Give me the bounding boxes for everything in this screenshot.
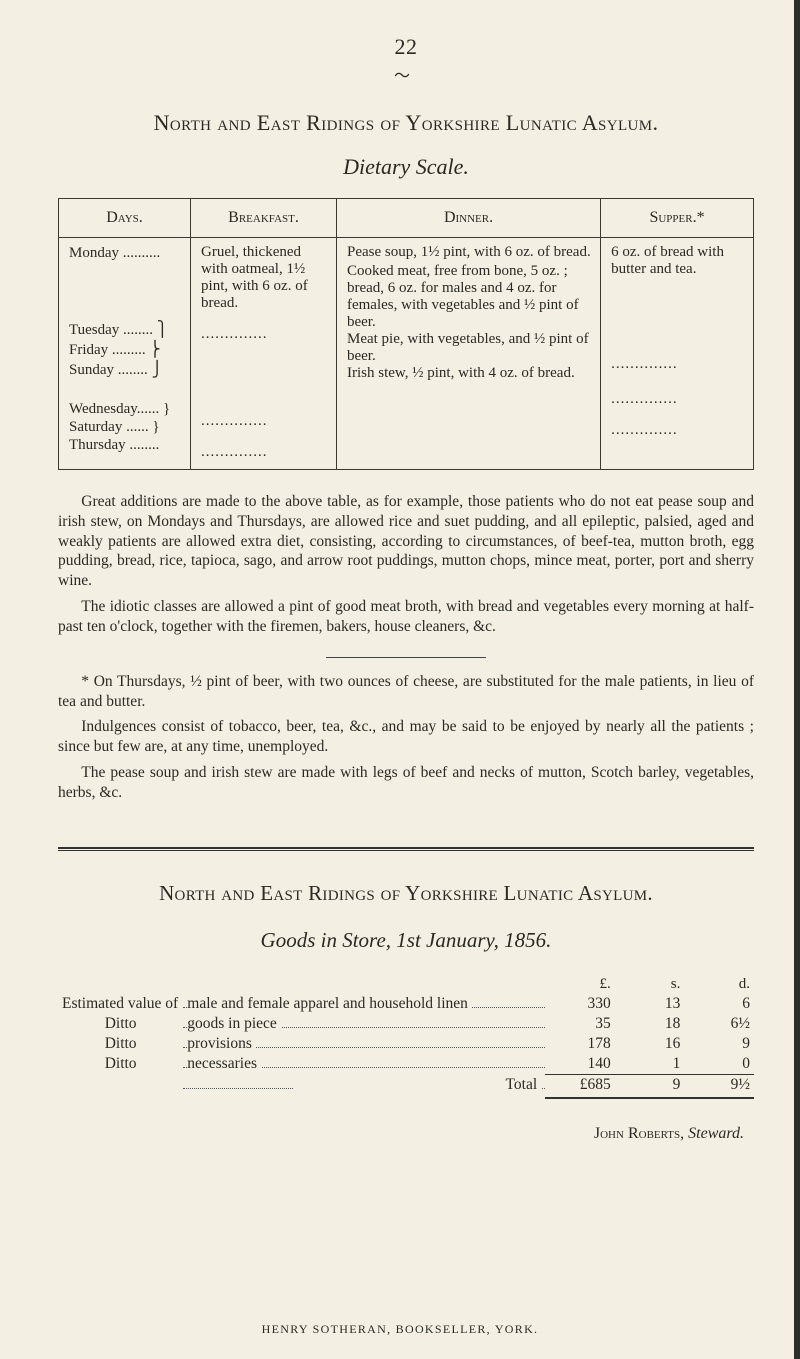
total-d: 9½: [684, 1074, 754, 1095]
goods-label: Ditto: [58, 1034, 183, 1054]
goods-desc: male and female apparel and household li…: [187, 995, 472, 1012]
goods-d: 6: [684, 994, 754, 1014]
steward-name: John Roberts,: [594, 1125, 684, 1142]
day-monday: Monday ..........: [69, 245, 182, 262]
goods-s: 13: [615, 994, 685, 1014]
goods-d: 6½: [684, 1014, 754, 1034]
dinner-monday: Pease soup, 1½ pint, with 6 oz. of bread…: [347, 244, 592, 261]
footnote-3: The pease soup and irish stew are made w…: [58, 763, 754, 803]
goods-desc: provisions: [187, 1035, 256, 1052]
goods-d: 0: [684, 1054, 754, 1075]
scanned-page: 22 ～ North and East Ridings of Yorkshire…: [0, 0, 800, 1359]
goods-d: 9: [684, 1034, 754, 1054]
total-s: 9: [615, 1074, 685, 1095]
main-title: North and East Ridings of Yorkshire Luna…: [58, 110, 754, 136]
day-tuesday: Tuesday ........ ⎫: [69, 320, 182, 339]
goods-table: £. s. d. Estimated value of male and fem…: [58, 975, 754, 1099]
total-l: £685: [545, 1074, 615, 1095]
page-edge-shadow: [794, 0, 800, 1359]
steward-signature: John Roberts, Steward.: [58, 1125, 744, 1143]
explanatory-paragraph-1b: The idiotic classes are allowed a pint o…: [58, 597, 754, 637]
goods-s: 16: [615, 1034, 685, 1054]
goods-total-rule: [58, 1095, 754, 1098]
supper-text: 6 oz. of bread with butter and tea.: [611, 244, 745, 278]
goods-l: 140: [545, 1054, 615, 1075]
dietary-table: Days. Breakfast. Dinner. Supper.* Monday…: [58, 198, 754, 470]
supper-dots: ..............: [611, 391, 745, 408]
goods-total-row: Total £685 9 9½: [58, 1074, 754, 1095]
day-friday: Friday ......... ⎬: [69, 340, 182, 359]
goods-l: 35: [545, 1014, 615, 1034]
divider: [326, 657, 486, 658]
col-shillings: s.: [615, 975, 685, 994]
goods-label: Estimated value of: [58, 994, 183, 1014]
goods-label: Ditto: [58, 1054, 183, 1075]
breakfast-dots: ..............: [201, 413, 328, 430]
goods-row: Estimated value of male and female appar…: [58, 994, 754, 1014]
col-pence: d.: [684, 975, 754, 994]
supper-dots: ..............: [611, 422, 745, 439]
section-2-title: North and East Ridings of Yorkshire Luna…: [58, 881, 754, 906]
col-supper: Supper.*: [601, 199, 754, 238]
footnote-2: Indulgences consist of tobacco, beer, te…: [58, 717, 754, 757]
goods-desc: goods in piece: [187, 1015, 281, 1032]
double-rule: [58, 850, 754, 851]
goods-s: 18: [615, 1014, 685, 1034]
col-breakfast: Breakfast.: [191, 199, 337, 238]
day-saturday: Saturday ...... }: [69, 419, 182, 436]
dinner-thursday: Irish stew, ½ pint, with 4 oz. of bread.: [347, 365, 592, 382]
breakfast-monday: Gruel, thicken­ed with oatmeal, 1½ pint,…: [201, 244, 328, 312]
day-sunday: Sunday ........ ⎭: [69, 360, 182, 379]
table-header-row: Days. Breakfast. Dinner. Supper.*: [59, 199, 754, 238]
footnote-1: * On Thursdays, ½ pint of beer, with two…: [58, 672, 754, 712]
day-thursday: Thursday ........: [69, 437, 182, 454]
breakfast-dots: ..............: [201, 444, 328, 461]
day-wednesday: Wednesday...... }: [69, 401, 182, 418]
goods-header-row: £. s. d.: [58, 975, 754, 994]
supper-dots: ..............: [611, 356, 745, 373]
goods-s: 1: [615, 1054, 685, 1075]
dinner-ws: Meat pie, with vegetables, and ½ pint of…: [347, 331, 592, 365]
goods-desc: necessaries: [187, 1055, 261, 1072]
page-number-underline: ～: [394, 62, 418, 86]
col-dinner: Dinner.: [336, 199, 600, 238]
goods-row: Ditto necessaries 140 1 0: [58, 1054, 754, 1075]
goods-in-store-title: Goods in Store, 1st January, 1856.: [58, 928, 754, 953]
col-days: Days.: [59, 199, 191, 238]
steward-role: Steward.: [688, 1125, 744, 1142]
dietary-scale-heading: Dietary Scale.: [58, 154, 754, 180]
col-pounds: £.: [545, 975, 615, 994]
dinner-tfs: Cooked meat, free from bone, 5 oz. ; bre…: [347, 263, 592, 331]
double-rule: [58, 847, 754, 849]
goods-l: 330: [545, 994, 615, 1014]
goods-label: Ditto: [58, 1014, 183, 1034]
explanatory-paragraph-1: Great additions are made to the above ta…: [58, 492, 754, 591]
goods-l: 178: [545, 1034, 615, 1054]
page-number: 22: [58, 34, 754, 60]
printer-imprint: HENRY SOTHERAN, BOOKSELLER, YORK.: [0, 1322, 800, 1337]
goods-row: Ditto goods in piece 35 18 6½: [58, 1014, 754, 1034]
breakfast-dots: ..............: [201, 326, 328, 343]
total-label: Total: [293, 1076, 541, 1093]
goods-row: Ditto provisions 178 16 9: [58, 1034, 754, 1054]
